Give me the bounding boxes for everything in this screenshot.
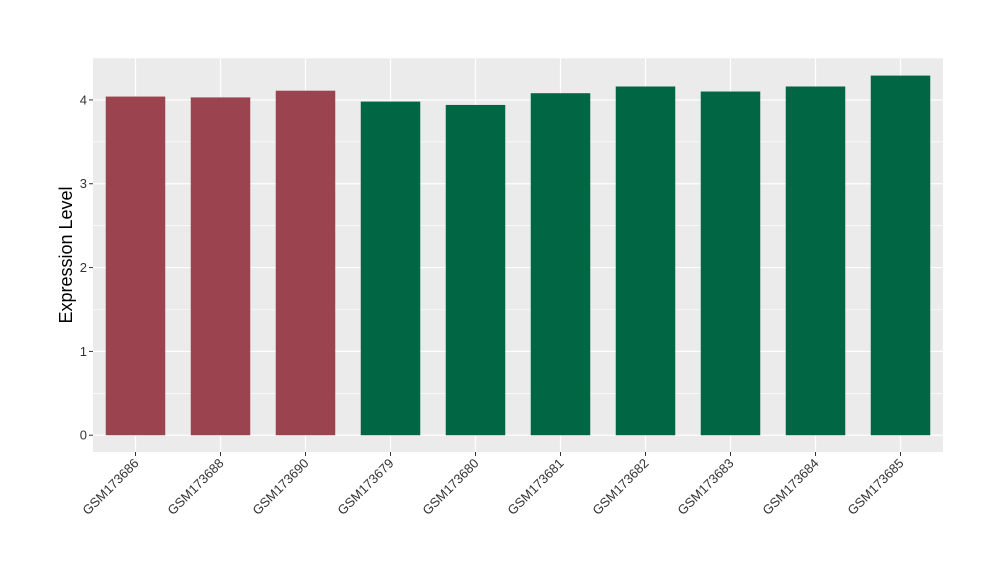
- x-tick-label: GSM173679: [334, 456, 396, 518]
- bar-GSM173685: [870, 75, 931, 436]
- x-tick-label: GSM173681: [504, 456, 566, 518]
- y-tick-label: 3: [80, 176, 87, 191]
- y-axis: 0 1 2 3 4: [80, 92, 93, 443]
- bar-GSM173683: [700, 91, 761, 436]
- bar-GSM173688: [190, 97, 251, 436]
- bar-GSM173679: [360, 101, 421, 436]
- bar-GSM173682: [615, 86, 676, 436]
- y-tick-label: 1: [80, 344, 87, 359]
- bar-GSM173681: [530, 93, 591, 436]
- x-tick-label: GSM173685: [844, 456, 906, 518]
- bar-GSM173684: [785, 86, 846, 436]
- y-tick-label: 0: [80, 428, 87, 443]
- x-tick-label: GSM173682: [589, 456, 651, 518]
- bar-GSM173686: [105, 96, 166, 436]
- x-axis: GSM173686 GSM173688 GSM173690 GSM173679 GSM1…: [79, 452, 907, 518]
- bar-GSM173690: [275, 90, 336, 436]
- bar-GSM173680: [445, 104, 506, 436]
- x-tick-label: GSM173683: [674, 456, 736, 518]
- bars: [105, 75, 931, 436]
- x-tick-label: GSM173690: [249, 456, 311, 518]
- y-axis-title: Expression Level: [56, 186, 76, 323]
- x-tick-label: GSM173686: [79, 456, 141, 518]
- x-tick-label: GSM173684: [759, 456, 821, 518]
- y-tick-label: 4: [80, 92, 87, 107]
- x-tick-label: GSM173688: [164, 456, 226, 518]
- x-tick-label: GSM173680: [419, 456, 481, 518]
- y-tick-label: 2: [80, 260, 87, 275]
